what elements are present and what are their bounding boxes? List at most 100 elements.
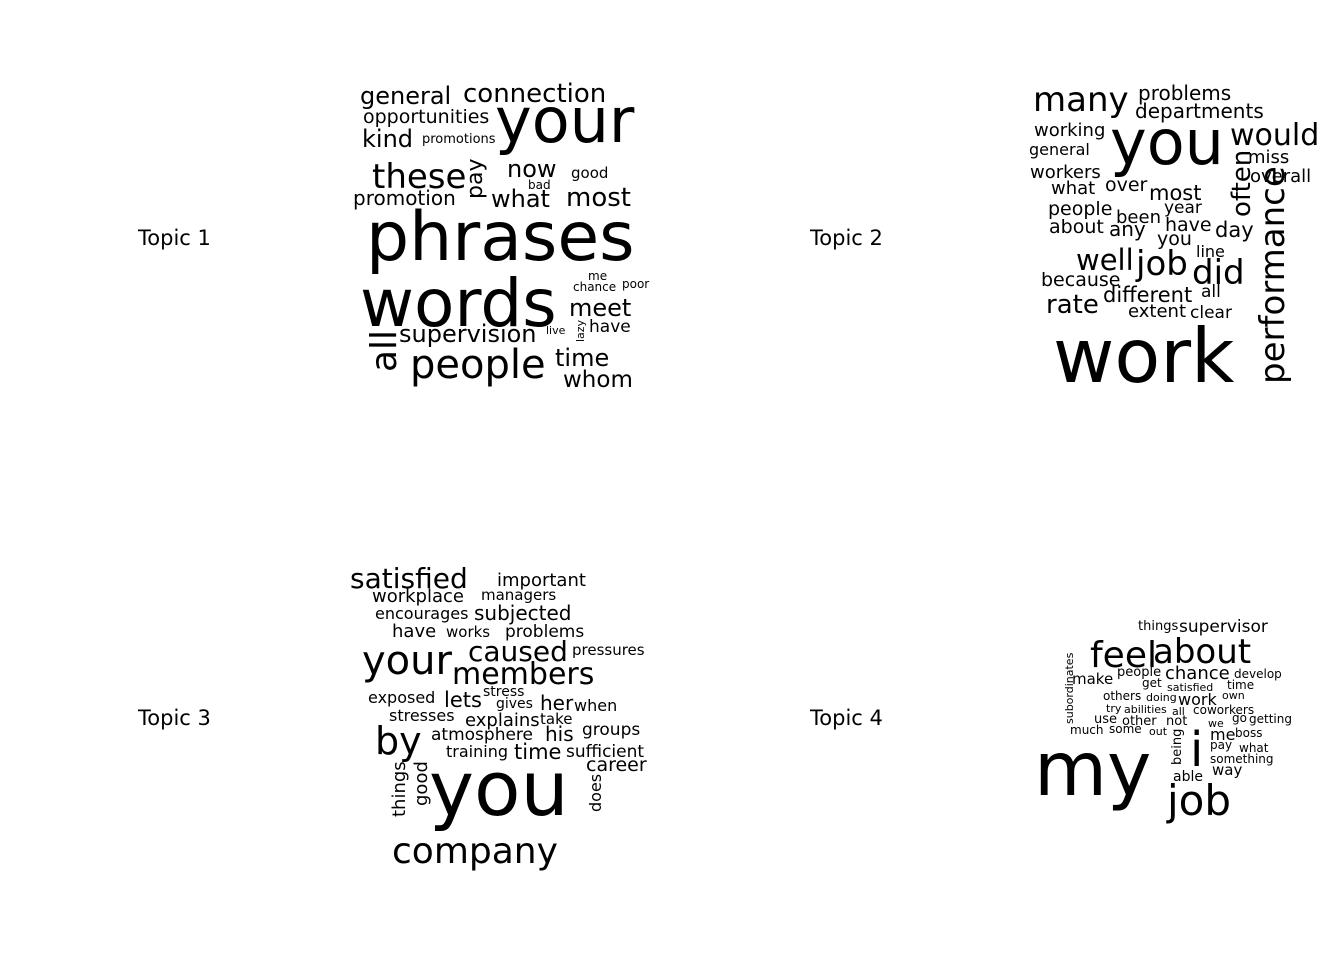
cloud-word: connection (463, 79, 606, 109)
cloud-word: well (1076, 243, 1134, 277)
cloud-word: go (1232, 711, 1247, 725)
topic-4-label: Topic 4 (810, 706, 883, 730)
cloud-word: take (540, 710, 572, 728)
topic-3-word-cloud: satisfied important workplace managers encou… (350, 562, 647, 872)
cloud-word: people (1048, 198, 1112, 220)
cloud-word: time (514, 740, 561, 764)
cloud-word: because (1041, 269, 1120, 291)
cloud-word: you (1157, 228, 1192, 250)
cloud-word: subordinates (1063, 652, 1076, 724)
cloud-word: my (1034, 725, 1151, 813)
cloud-word: try (1106, 702, 1122, 715)
cloud-word: year (1164, 198, 1202, 218)
cloud-word: working (1034, 120, 1105, 141)
cloud-word: chance (573, 280, 616, 294)
cloud-word: now (507, 155, 557, 183)
cloud-word: pay (1210, 738, 1232, 752)
cloud-word: have (1165, 214, 1212, 236)
cloud-word: things (389, 761, 410, 817)
cloud-word: sufficient (566, 742, 644, 762)
cloud-word: works (446, 623, 490, 641)
cloud-word: over (1105, 174, 1148, 196)
cloud-word: many (1033, 80, 1129, 120)
cloud-word: did (1192, 253, 1245, 293)
cloud-word: i (1190, 722, 1203, 778)
cloud-word: chance (1165, 663, 1230, 684)
cloud-word: opportunities (363, 106, 489, 128)
cloud-word: groups (582, 720, 640, 740)
cloud-word: overall (1250, 166, 1311, 187)
cloud-word: your (362, 638, 452, 684)
cloud-word: you (1110, 106, 1224, 179)
cloud-word: phrases (366, 198, 635, 277)
cloud-word: workers (1030, 162, 1101, 183)
cloud-word: career (586, 754, 647, 776)
cloud-word: about (1049, 216, 1104, 238)
cloud-word: lazy (574, 319, 587, 342)
topic-1-label: Topic 1 (138, 226, 211, 250)
cloud-word: often (1227, 150, 1257, 217)
cloud-word: have (392, 621, 436, 642)
cloud-word: meet (569, 294, 631, 322)
cloud-word: own (1222, 689, 1245, 702)
cloud-word: people (1117, 665, 1161, 680)
cloud-word: miss (1248, 147, 1289, 168)
cloud-word: out (1149, 725, 1168, 738)
cloud-word: performance (1253, 166, 1293, 384)
cloud-word: when (574, 696, 617, 715)
cloud-word: general (360, 82, 451, 110)
cloud-word: what (491, 185, 550, 213)
cloud-word: members (452, 657, 594, 692)
cloud-word: gives (496, 696, 533, 712)
cloud-word: important (497, 570, 586, 591)
cloud-word: workplace (372, 586, 464, 607)
cloud-word: job (1135, 244, 1188, 284)
cloud-word: things (1138, 619, 1178, 634)
cloud-word: supervision (399, 320, 537, 348)
cloud-word: doing (1146, 691, 1177, 704)
cloud-word: live (546, 324, 566, 337)
cloud-word: use (1094, 712, 1117, 727)
cloud-word: you (429, 744, 569, 833)
cloud-word: promotion (353, 186, 456, 210)
cloud-word: have (589, 317, 631, 337)
cloud-word: time (1227, 678, 1254, 692)
cloud-word: get (1142, 676, 1162, 690)
cloud-word: subjected (474, 601, 572, 625)
cloud-word: satisfied (350, 562, 468, 595)
cloud-word: these (372, 157, 466, 197)
cloud-word: rate (1046, 290, 1099, 320)
cloud-word: stresses (389, 706, 455, 725)
cloud-word: managers (481, 586, 556, 604)
cloud-word: bad (528, 178, 551, 192)
cloud-word: me (588, 269, 607, 283)
topic-3-label: Topic 3 (138, 706, 211, 730)
cloud-word: getting (1249, 712, 1292, 726)
cloud-word: boss (1235, 726, 1262, 740)
cloud-word: make (1072, 670, 1113, 688)
cloud-word: work (1178, 690, 1217, 709)
cloud-word: exposed (368, 688, 435, 707)
cloud-word: whom (563, 367, 633, 393)
cloud-word: explains (465, 710, 540, 731)
cloud-word: satisfied (1167, 681, 1213, 694)
cloud-word: atmosphere (431, 725, 533, 745)
cloud-word: time (555, 344, 609, 372)
cloud-word: being (1170, 729, 1185, 765)
cloud-word: would (1230, 118, 1319, 153)
cloud-word: way (1212, 761, 1242, 779)
cloud-word: words (360, 265, 557, 342)
cloud-word: by (375, 719, 422, 763)
cloud-word: poor (622, 277, 649, 291)
cloud-word: abilities (1124, 703, 1167, 716)
cloud-word: not (1166, 714, 1187, 729)
cloud-word: about (1153, 632, 1251, 672)
cloud-word: different (1103, 283, 1192, 307)
cloud-word: most (566, 183, 631, 213)
cloud-word: his (545, 722, 574, 746)
cloud-word: able (1173, 769, 1203, 785)
cloud-word: caused (468, 635, 568, 668)
